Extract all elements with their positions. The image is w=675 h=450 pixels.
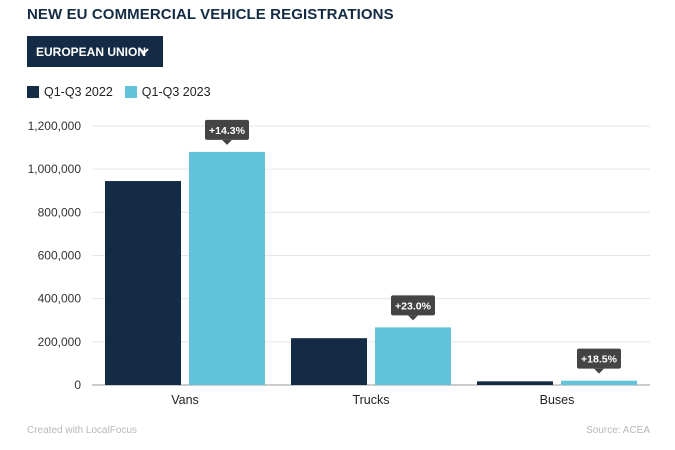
callout-box bbox=[391, 295, 435, 316]
chevron-down-icon bbox=[139, 48, 149, 55]
chart-legend: Q1-Q3 2022 Q1-Q3 2023 bbox=[27, 85, 211, 99]
legend-swatch-2022 bbox=[27, 86, 39, 98]
x-tick-label: Trucks bbox=[352, 393, 389, 407]
legend-item-2022[interactable]: Q1-Q3 2022 bbox=[27, 85, 113, 99]
bar-vans-2023 bbox=[189, 151, 265, 385]
callout-pointer bbox=[222, 139, 232, 145]
y-tick-label: 400,000 bbox=[38, 292, 82, 306]
bar-trucks-2023 bbox=[375, 327, 451, 385]
bar-vans-2022 bbox=[105, 181, 181, 385]
bar-chart: 0 200,000 400,000 600,000 800,000 1,000,000 1,… bbox=[28, 119, 650, 407]
change-annotation: +18.5% bbox=[581, 354, 618, 366]
y-tick-label: 1,000,000 bbox=[28, 162, 82, 176]
region-dropdown-label: EUROPEAN UNION bbox=[36, 44, 147, 59]
region-dropdown[interactable]: EUROPEAN UNION bbox=[27, 36, 163, 67]
legend-label-2023: Q1-Q3 2023 bbox=[141, 85, 211, 99]
callout-pointer bbox=[594, 368, 604, 374]
callout-pointer bbox=[408, 315, 418, 321]
chart-title: NEW EU COMMERCIAL VEHICLE REGISTRATIONS bbox=[27, 6, 394, 23]
y-tick-label: 0 bbox=[74, 378, 81, 392]
y-tick-label: 600,000 bbox=[38, 249, 82, 263]
bar-buses-2023 bbox=[561, 380, 637, 385]
legend-label-2022: Q1-Q3 2022 bbox=[44, 85, 113, 99]
source-text: Source: ACEA bbox=[586, 425, 650, 436]
legend-item-2023[interactable]: Q1-Q3 2023 bbox=[124, 85, 211, 99]
x-tick-label: Buses bbox=[540, 393, 575, 407]
legend-swatch-2023 bbox=[124, 86, 137, 98]
x-tick-label: Vans bbox=[171, 393, 199, 407]
y-tick-label: 800,000 bbox=[38, 205, 82, 219]
bar-buses-2022 bbox=[477, 381, 553, 385]
credit-text: Created with LocalFocus bbox=[27, 425, 138, 436]
callout-box bbox=[205, 119, 249, 140]
y-tick-label: 200,000 bbox=[38, 335, 82, 349]
bar-trucks-2022 bbox=[291, 338, 367, 385]
change-annotation: +14.3% bbox=[209, 125, 246, 137]
callout-box bbox=[577, 348, 621, 369]
y-tick-label: 1,200,000 bbox=[28, 119, 82, 133]
change-annotation: +23.0% bbox=[395, 300, 432, 312]
